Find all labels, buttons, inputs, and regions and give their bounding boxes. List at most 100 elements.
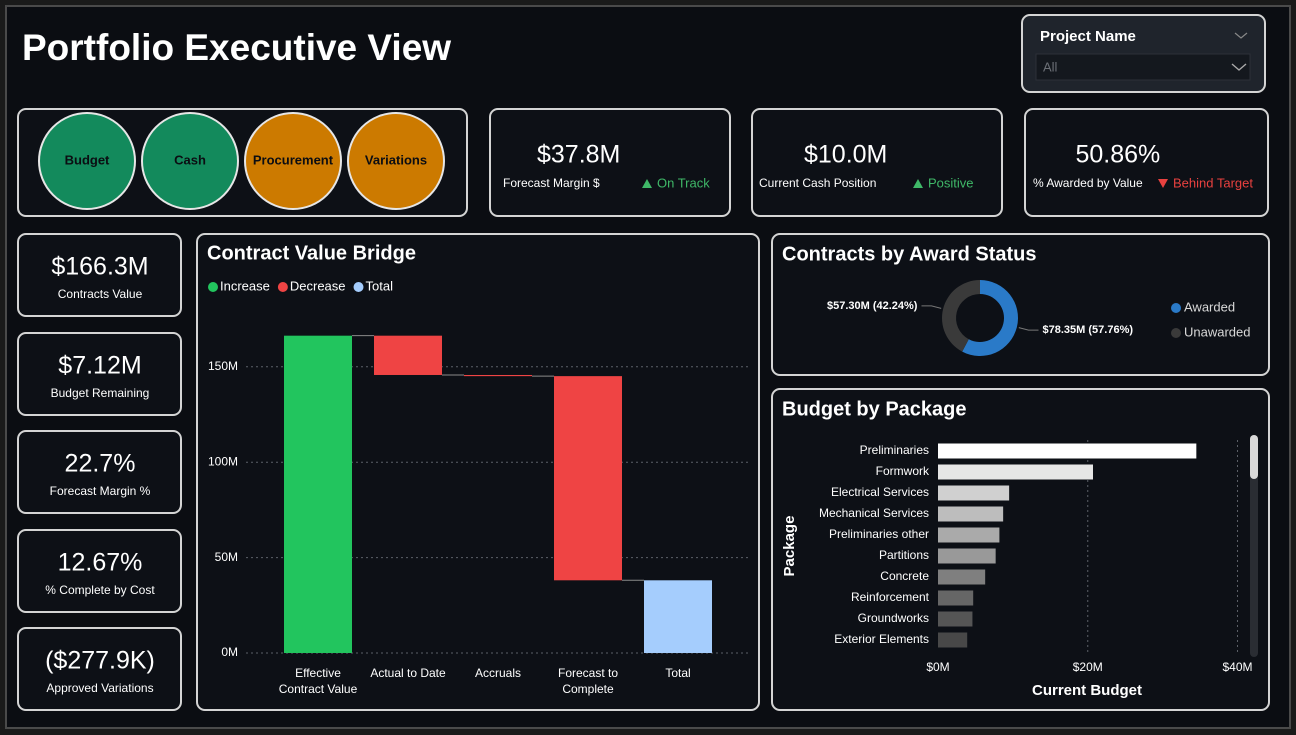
x-tick-label: Forecast to Complete [558,666,618,696]
kpi-status: On Track [657,175,710,190]
filter-chevron [1234,32,1248,39]
legend-dot [1171,303,1181,313]
legend-dot [208,282,218,292]
filter[interactable]: Project Name All [1021,14,1266,93]
y-tick-label: Partitions [879,548,929,562]
side-card [17,529,182,613]
donut-panel [771,233,1270,376]
leader-line [1018,327,1039,331]
scrollbar-thumb[interactable] [1250,435,1258,479]
y-tick-label: Formwork [876,464,930,478]
bar [374,335,442,375]
trend-arrow [642,179,652,188]
y-tick-label: 100M [208,454,238,468]
legend-label: Increase [220,278,270,293]
leader-line [921,305,942,309]
filter-value: All [1043,59,1058,74]
y-tick-label: 0M [221,645,238,659]
side-card [17,233,182,317]
kpi-value: $10.0M [804,141,887,169]
y-tick-label: Reinforcement [851,590,930,604]
x-tick-label: $20M [1073,660,1103,674]
status-label: Budget [65,152,110,167]
card-label: % Complete by Cost [45,583,155,597]
side-card [17,627,182,711]
y-tick-label: Exterior Elements [834,632,929,646]
card-label: Forecast Margin % [50,484,151,498]
trend-arrow [913,179,923,188]
data-label: $78.35M (57.76%) [1043,324,1134,336]
bar [938,527,1000,543]
x-axis-label: Current Budget [1032,682,1142,699]
bar [938,548,996,564]
card-label: Approved Variations [46,681,153,695]
chart-title: Contract Value Bridge [207,242,416,264]
legend-label: Decrease [290,278,346,293]
kpi-status: Behind Target [1173,175,1253,190]
kpi-card [751,108,1003,217]
donut-slice [962,280,1019,356]
kpi-card [1024,108,1269,217]
bar [938,506,1004,522]
bar [938,443,1197,459]
status-label: Variations [365,152,427,167]
x-tick-label: Effective Contract Value [279,666,358,696]
bar [938,464,1093,480]
filter-dropdown[interactable] [1035,53,1251,81]
page-title: Portfolio Executive View [22,27,451,68]
status-circle [244,112,342,210]
bar [938,485,1010,501]
status-label: Cash [174,152,206,167]
donut-slice [942,280,980,352]
bar [284,335,352,653]
legend-dot [353,282,364,292]
status-circle [38,112,136,210]
card-value: 12.67% [58,549,143,577]
kpi-label: % Awarded by Value [1033,176,1143,190]
bar-panel [771,388,1270,711]
legend-label: Unawarded [1184,324,1251,339]
bar [938,632,968,648]
bar [464,374,532,377]
kpi-status: Positive [928,175,974,190]
card-value: ($277.9K) [45,647,155,675]
y-tick-label: Preliminaries [860,443,929,457]
bar [554,376,622,581]
kpi-value: $37.8M [537,141,620,169]
data-label: $57.30M (42.24%) [827,300,918,312]
x-tick-label: $40M [1222,660,1252,674]
legend-label: Total [366,278,394,293]
kpi-card [489,108,731,217]
y-tick-label: Concrete [880,569,929,583]
y-tick-label: Mechanical Services [819,506,929,520]
card-label: Budget Remaining [51,386,150,400]
x-tick-label: Total [665,666,690,680]
kpi-label: Forecast Margin $ [503,176,600,190]
chart-title: Budget by Package [782,398,967,420]
trend-arrow [1158,179,1168,188]
filter-label: Project Name [1040,28,1136,45]
x-tick-label: Actual to Date [370,666,446,680]
x-tick-label: $0M [926,660,949,674]
status-label: Procurement [253,152,334,167]
scrollbar-track[interactable] [1250,435,1258,657]
card-value: 22.7% [65,450,136,478]
kpi-label: Current Cash Position [759,176,876,190]
x-tick-label: Accruals [475,666,521,680]
card-value: $166.3M [51,253,148,281]
y-tick-label: 50M [215,550,238,564]
kpi-value: 50.86% [1076,141,1161,169]
legend-dot [277,282,288,292]
bar [938,569,986,585]
legend-label: Awarded [1184,299,1235,314]
bar [938,611,973,627]
card-value: $7.12M [58,352,141,380]
y-tick-label: Preliminaries other [829,527,929,541]
y-tick-label: Groundworks [858,611,929,625]
card-label: Contracts Value [58,287,143,301]
y-tick-label: 150M [208,359,238,373]
chart-title: Contracts by Award Status [782,243,1037,265]
y-tick-label: Electrical Services [831,485,929,499]
bar [938,590,974,606]
